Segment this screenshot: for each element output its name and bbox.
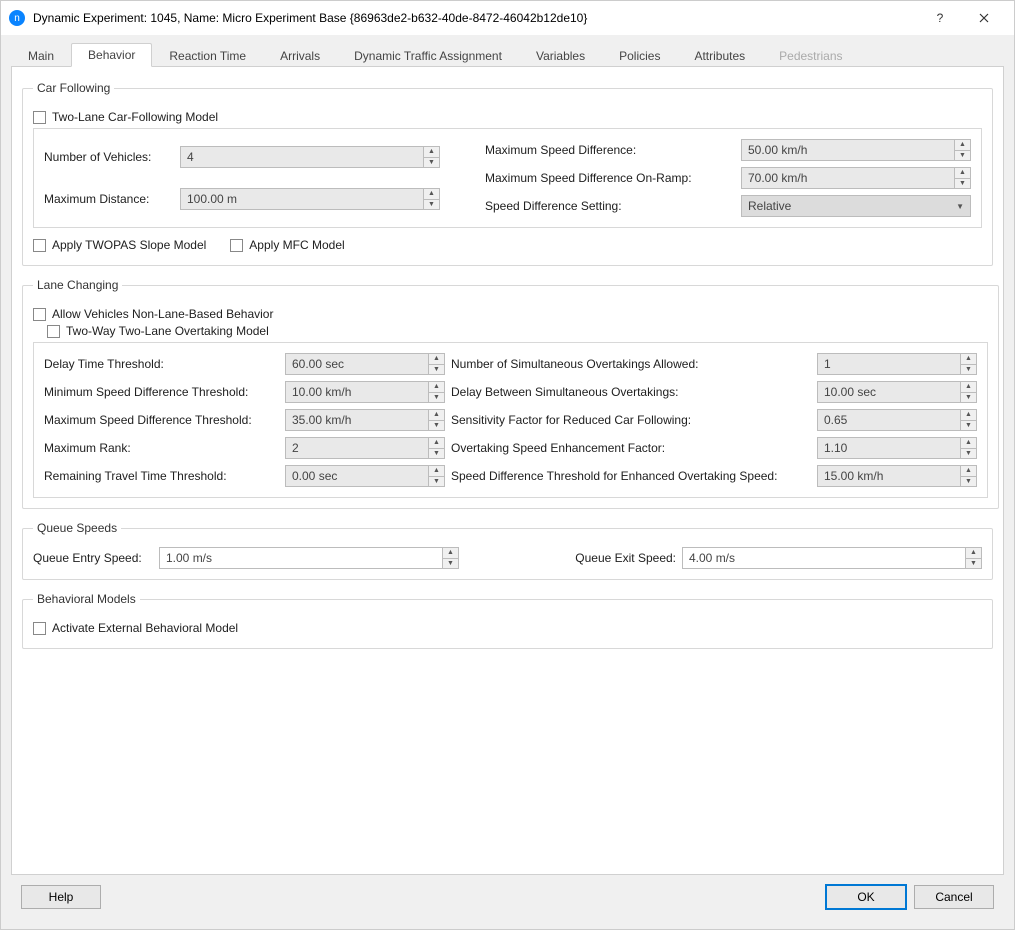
tab-dynamic-traffic-assignment[interactable]: Dynamic Traffic Assignment bbox=[337, 44, 519, 67]
tab-main[interactable]: Main bbox=[11, 44, 71, 67]
group-behavioral-models: Behavioral Models Activate External Beha… bbox=[22, 592, 993, 649]
spinner-arrows-icon: ▲▼ bbox=[954, 168, 970, 188]
input-enhance-factor[interactable]: 1.10▲▼ bbox=[817, 437, 977, 459]
checkbox-allow-non-lane-label: Allow Vehicles Non-Lane-Based Behavior bbox=[52, 307, 273, 321]
spinner-arrows-icon: ▲▼ bbox=[423, 189, 439, 209]
input-num-sim-overtake[interactable]: 1▲▼ bbox=[817, 353, 977, 375]
label-num-sim-overtake: Number of Simultaneous Overtakings Allow… bbox=[451, 357, 811, 371]
checkbox-two-lane-cf-label: Two-Lane Car-Following Model bbox=[52, 110, 218, 124]
spinner-arrows-icon: ▲▼ bbox=[960, 382, 976, 402]
label-remain-travel: Remaining Travel Time Threshold: bbox=[44, 469, 279, 483]
spinner-arrows-icon: ▲▼ bbox=[428, 466, 444, 486]
label-max-speed-diff: Maximum Speed Difference: bbox=[485, 143, 735, 157]
input-delay-time[interactable]: 60.00 sec▲▼ bbox=[285, 353, 445, 375]
ok-button[interactable]: OK bbox=[826, 885, 906, 909]
label-delay-time: Delay Time Threshold: bbox=[44, 357, 279, 371]
tab-reaction-time[interactable]: Reaction Time bbox=[152, 44, 263, 67]
label-queue-entry: Queue Entry Speed: bbox=[33, 551, 153, 565]
label-speed-diff-enhanced: Speed Difference Threshold for Enhanced … bbox=[451, 469, 811, 483]
spinner-arrows-icon: ▲▼ bbox=[428, 382, 444, 402]
legend-queue-speeds: Queue Speeds bbox=[33, 521, 121, 535]
client-area: MainBehaviorReaction TimeArrivalsDynamic… bbox=[1, 35, 1014, 929]
input-queue-exit[interactable]: 4.00 m/s▲▼ bbox=[682, 547, 982, 569]
group-queue-speeds: Queue Speeds Queue Entry Speed: 1.00 m/s… bbox=[22, 521, 993, 580]
cancel-button[interactable]: Cancel bbox=[914, 885, 994, 909]
checkbox-twopas[interactable]: Apply TWOPAS Slope Model bbox=[33, 238, 206, 252]
select-speed-diff-setting[interactable]: Relative ▼ bbox=[741, 195, 971, 217]
label-speed-diff-setting: Speed Difference Setting: bbox=[485, 199, 735, 213]
checkbox-mfc[interactable]: Apply MFC Model bbox=[230, 238, 344, 252]
input-min-speed-diff[interactable]: 10.00 km/h▲▼ bbox=[285, 381, 445, 403]
label-min-speed-diff: Minimum Speed Difference Threshold: bbox=[44, 385, 279, 399]
label-max-distance: Maximum Distance: bbox=[44, 192, 174, 206]
tab-variables[interactable]: Variables bbox=[519, 44, 602, 67]
spinner-arrows-icon: ▲▼ bbox=[428, 438, 444, 458]
help-button-titlebar[interactable]: ? bbox=[918, 4, 962, 32]
dialog-footer: Help OK Cancel bbox=[11, 875, 1004, 919]
checkbox-mfc-label: Apply MFC Model bbox=[249, 238, 344, 252]
label-max-rank: Maximum Rank: bbox=[44, 441, 279, 455]
legend-behavioral-models: Behavioral Models bbox=[33, 592, 140, 606]
tab-pedestrians: Pedestrians bbox=[762, 44, 859, 67]
input-max-distance[interactable]: 100.00 m ▲▼ bbox=[180, 188, 440, 210]
tab-attributes[interactable]: Attributes bbox=[677, 44, 762, 67]
group-lane-changing: Lane Changing Allow Vehicles Non-Lane-Ba… bbox=[22, 278, 999, 509]
label-max-speed-diff-ramp: Maximum Speed Difference On-Ramp: bbox=[485, 171, 735, 185]
tab-arrivals[interactable]: Arrivals bbox=[263, 44, 337, 67]
input-max-rank[interactable]: 2▲▼ bbox=[285, 437, 445, 459]
checkbox-activate-external[interactable]: Activate External Behavioral Model bbox=[33, 621, 238, 635]
titlebar: n Dynamic Experiment: 1045, Name: Micro … bbox=[1, 1, 1014, 35]
label-sensitivity: Sensitivity Factor for Reduced Car Follo… bbox=[451, 413, 811, 427]
input-num-vehicles[interactable]: 4 ▲▼ bbox=[180, 146, 440, 168]
input-max-speed-diff[interactable]: 50.00 km/h ▲▼ bbox=[741, 139, 971, 161]
checkbox-two-way-overtake[interactable]: Two-Way Two-Lane Overtaking Model bbox=[47, 324, 269, 338]
checkbox-two-way-overtake-label: Two-Way Two-Lane Overtaking Model bbox=[66, 324, 269, 338]
spinner-arrows-icon: ▲▼ bbox=[428, 410, 444, 430]
tab-body-behavior: Car Following Two-Lane Car-Following Mod… bbox=[11, 67, 1004, 875]
input-max-speed-diff-ramp[interactable]: 70.00 km/h ▲▼ bbox=[741, 167, 971, 189]
input-delay-between[interactable]: 10.00 sec▲▼ bbox=[817, 381, 977, 403]
input-speed-diff-enhanced[interactable]: 15.00 km/h▲▼ bbox=[817, 465, 977, 487]
tab-policies[interactable]: Policies bbox=[602, 44, 677, 67]
input-sensitivity[interactable]: 0.65▲▼ bbox=[817, 409, 977, 431]
group-car-following: Car Following Two-Lane Car-Following Mod… bbox=[22, 81, 993, 266]
checkbox-activate-external-label: Activate External Behavioral Model bbox=[52, 621, 238, 635]
spinner-arrows-icon: ▲▼ bbox=[954, 140, 970, 160]
input-max-speed-diff-lc[interactable]: 35.00 km/h▲▼ bbox=[285, 409, 445, 431]
spinner-arrows-icon: ▲▼ bbox=[960, 410, 976, 430]
app-icon: n bbox=[9, 10, 25, 26]
label-enhance-factor: Overtaking Speed Enhancement Factor: bbox=[451, 441, 811, 455]
legend-car-following: Car Following bbox=[33, 81, 114, 95]
checkbox-two-lane-cf[interactable]: Two-Lane Car-Following Model bbox=[33, 110, 218, 124]
spinner-arrows-icon: ▲▼ bbox=[960, 354, 976, 374]
legend-lane-changing: Lane Changing bbox=[33, 278, 122, 292]
label-num-vehicles: Number of Vehicles: bbox=[44, 150, 174, 164]
dialog-window: n Dynamic Experiment: 1045, Name: Micro … bbox=[0, 0, 1015, 930]
label-max-speed-diff-lc: Maximum Speed Difference Threshold: bbox=[44, 413, 279, 427]
close-icon bbox=[979, 13, 989, 23]
spinner-arrows-icon: ▲▼ bbox=[428, 354, 444, 374]
inner-group-lc: Delay Time Threshold: 60.00 sec▲▼ Number… bbox=[33, 342, 988, 498]
input-remain-travel[interactable]: 0.00 sec▲▼ bbox=[285, 465, 445, 487]
inner-group-cf: Number of Vehicles: 4 ▲▼ Maximum Distanc… bbox=[33, 128, 982, 228]
spinner-arrows-icon: ▲▼ bbox=[965, 548, 981, 568]
checkbox-twopas-label: Apply TWOPAS Slope Model bbox=[52, 238, 206, 252]
spinner-arrows-icon: ▲▼ bbox=[442, 548, 458, 568]
help-button[interactable]: Help bbox=[21, 885, 101, 909]
spinner-arrows-icon: ▲▼ bbox=[423, 147, 439, 167]
spinner-arrows-icon: ▲▼ bbox=[960, 438, 976, 458]
chevron-down-icon: ▼ bbox=[956, 202, 964, 211]
input-queue-entry[interactable]: 1.00 m/s▲▼ bbox=[159, 547, 459, 569]
close-button[interactable] bbox=[962, 4, 1006, 32]
window-title: Dynamic Experiment: 1045, Name: Micro Ex… bbox=[33, 11, 918, 25]
spinner-arrows-icon: ▲▼ bbox=[960, 466, 976, 486]
tab-behavior[interactable]: Behavior bbox=[71, 43, 152, 67]
label-delay-between: Delay Between Simultaneous Overtakings: bbox=[451, 385, 811, 399]
checkbox-allow-non-lane[interactable]: Allow Vehicles Non-Lane-Based Behavior bbox=[33, 307, 273, 321]
tab-strip: MainBehaviorReaction TimeArrivalsDynamic… bbox=[11, 41, 1004, 67]
label-queue-exit: Queue Exit Speed: bbox=[556, 551, 676, 565]
